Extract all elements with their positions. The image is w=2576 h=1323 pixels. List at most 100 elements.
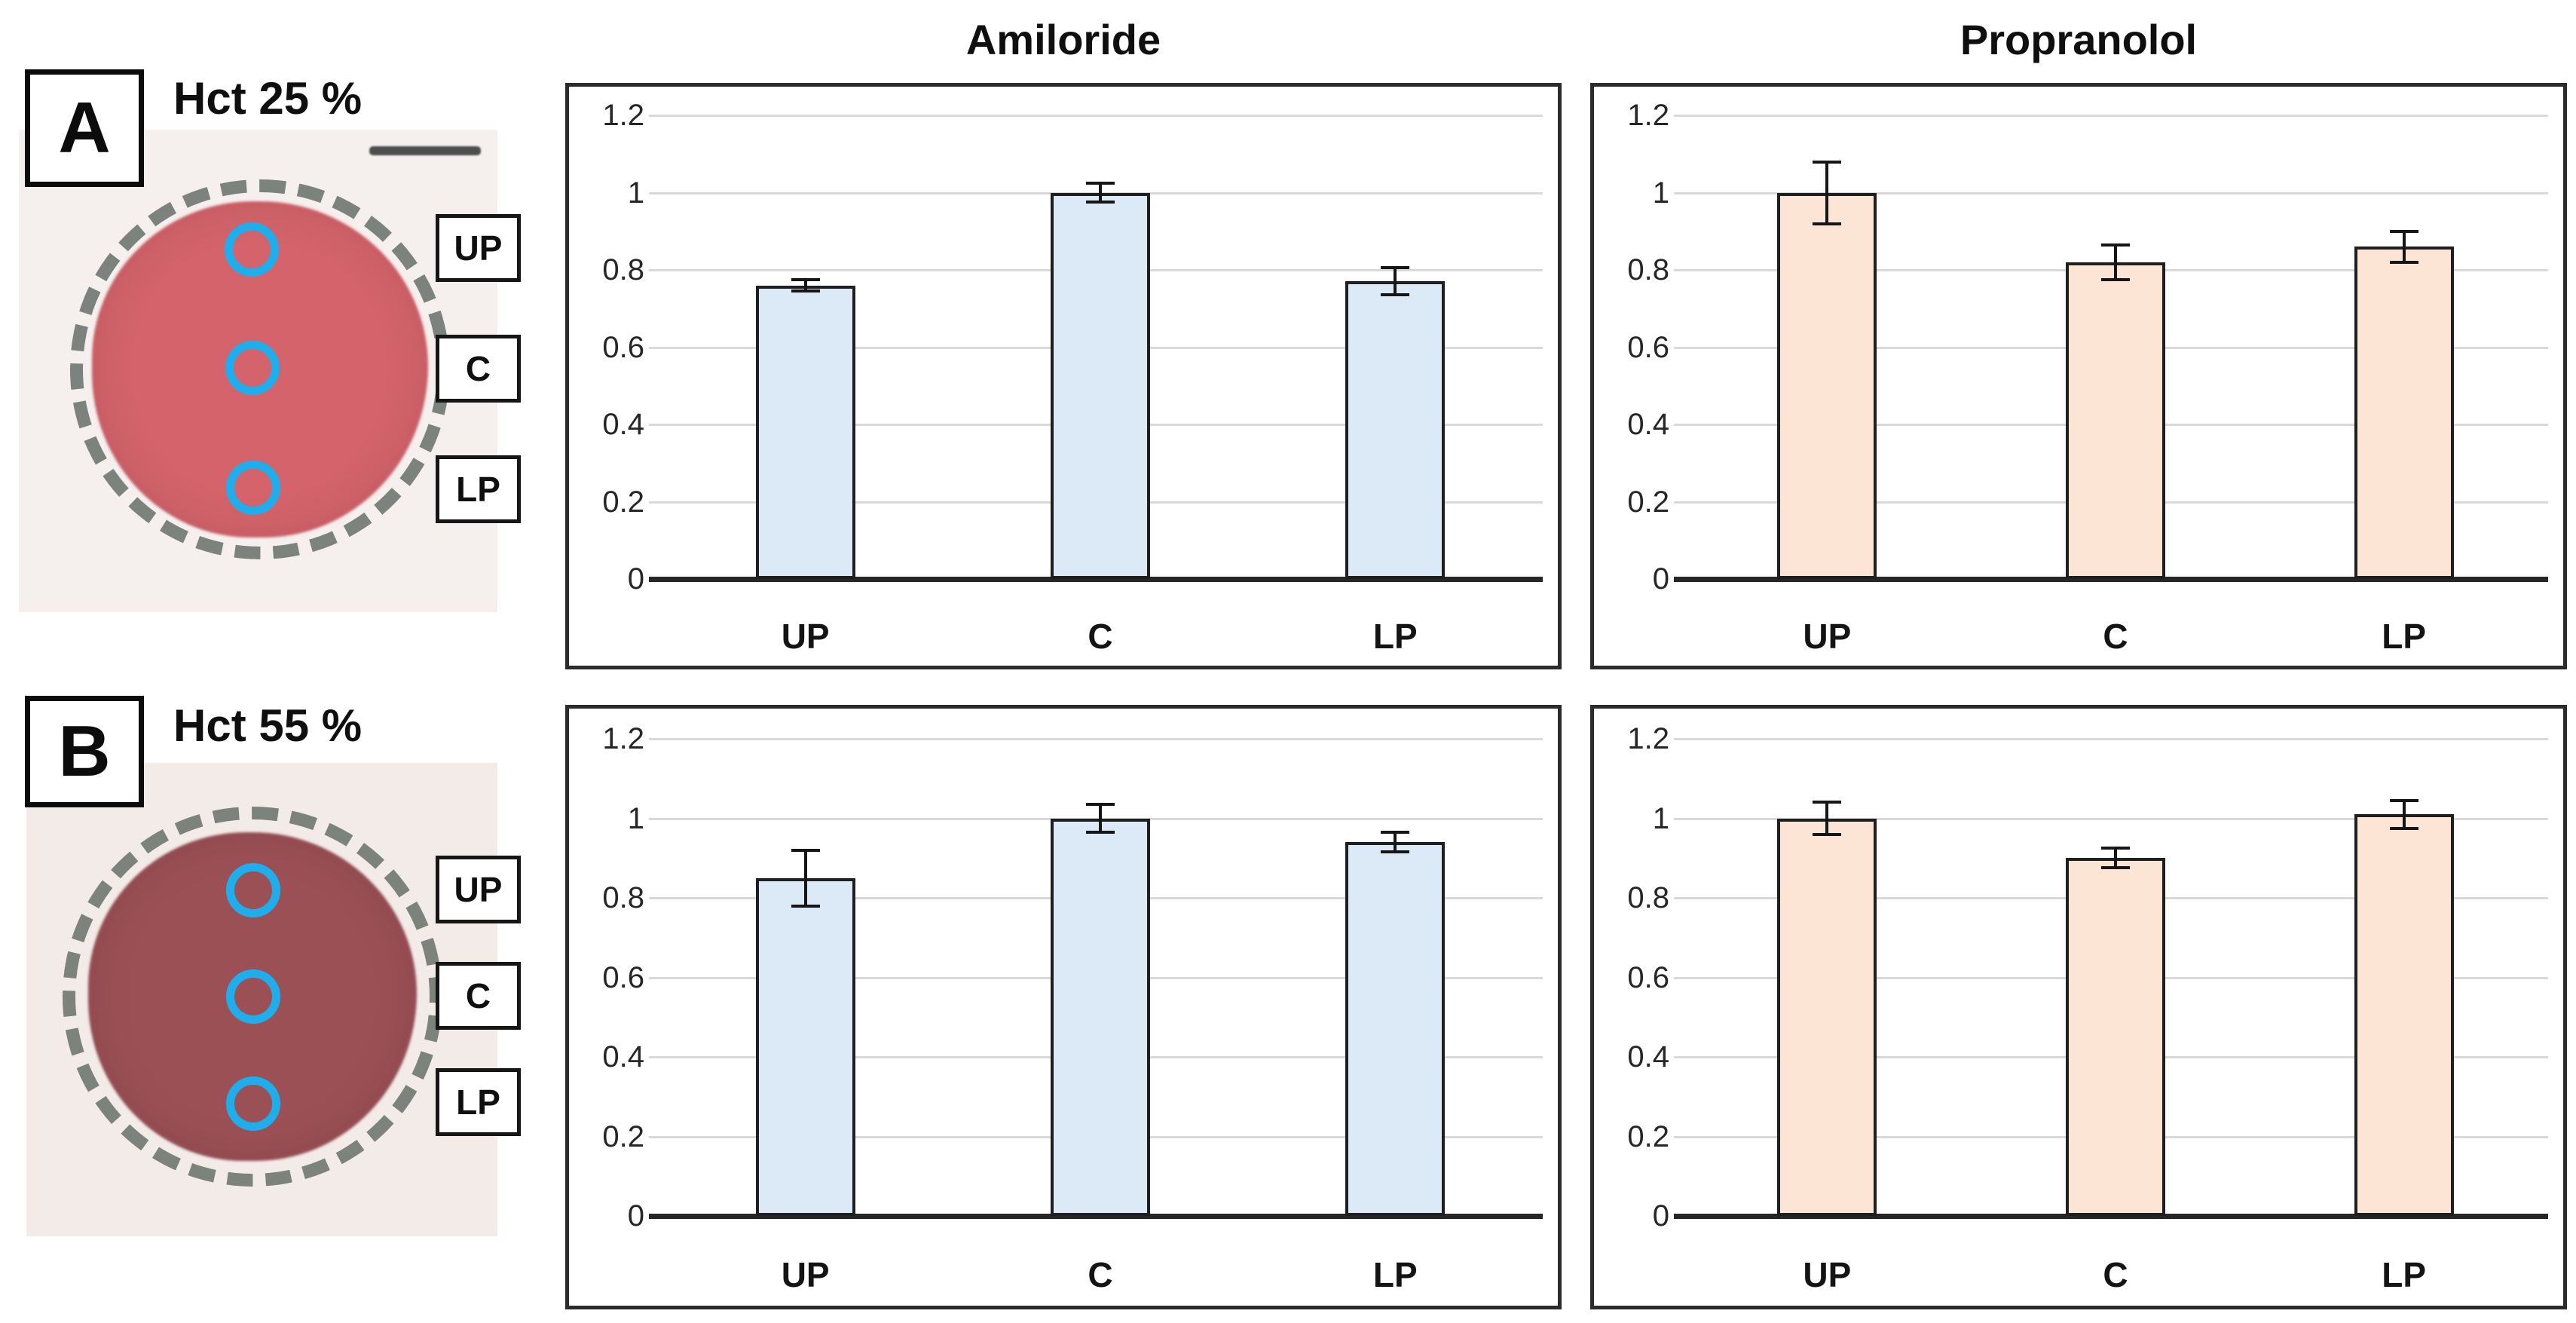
error-bar [2402,800,2406,828]
sample-label-box-c-b: C [436,962,521,1030]
error-bar-cap-top [791,848,820,852]
bar-lp [1345,281,1446,579]
gridline-1.2 [649,115,1543,117]
error-bar-cap-top [2101,847,2130,850]
y-tick-label: 0.6 [602,960,644,994]
error-bar-cap-top [2101,243,2130,247]
sample-label-box-up-a: UP [436,214,521,282]
category-label: C [2103,1255,2128,1294]
y-tick-label: 0.2 [1627,1119,1669,1153]
category-label: LP [1372,1255,1418,1294]
bar-lp [2354,247,2454,579]
category-label: UP [781,617,830,656]
error-bar [1394,831,1397,853]
bar-c [1051,818,1150,1216]
y-tick-label: 0.2 [602,485,644,519]
error-bar [1825,161,1829,224]
category-label: LP [2382,1255,2427,1294]
error-bar [803,279,807,292]
sample-marker-c-a [225,341,280,395]
y-tick-label: 0.4 [602,1040,644,1073]
error-bar [2114,244,2117,280]
bar-c [1051,192,1150,579]
error-bar-cap-top [791,277,820,281]
photo-artifact-bar [369,146,481,155]
error-bar-cap-top [2389,229,2418,233]
column-title-amiloride: Amiloride [965,16,1161,63]
error-bar-cap-top [1086,181,1115,185]
error-bar-cap-bottom [1381,850,1410,854]
error-bar-cap-bottom [1813,222,1842,225]
sample-label-box-c-a: C [436,335,521,403]
gridline-1.2 [1674,738,2548,740]
sample-marker-lp-b [226,1076,280,1131]
error-bar-cap-bottom [791,904,820,908]
gridline-1 [1674,817,2548,820]
gridline-1.2 [1674,115,2548,117]
category-label: LP [2382,617,2427,656]
sample-label-box-lp-a: LP [436,455,521,523]
y-tick-label: 0 [1652,1199,1669,1233]
y-tick-label: 0.6 [1627,330,1669,364]
y-tick-label: 0.8 [602,253,644,286]
hct-label-b: Hct 55 % [173,700,363,751]
y-tick-label: 0.8 [602,881,644,914]
bar-up [1777,192,1877,579]
error-bar-cap-top [1813,160,1842,164]
y-tick-label: 0.4 [602,408,644,441]
category-label: LP [1372,617,1418,656]
y-tick-label: 1 [1652,176,1669,210]
error-bar-cap-bottom [2389,826,2418,830]
category-label: UP [1803,617,1852,656]
y-tick-label: 1.2 [602,722,644,755]
panel-label-a: A [25,69,144,187]
error-bar-cap-top [1086,803,1115,807]
x-axis-line [649,577,1543,582]
bar-lp [1345,842,1446,1216]
chart-amiloride-hct25: 0 0.2 0.4 0.6 0.8 1 1.2 UP C LP [565,83,1562,669]
bar-up [755,877,855,1216]
error-bar [2114,848,2117,868]
y-tick-label: 0.6 [1627,960,1669,994]
sample-marker-up-b [226,863,280,917]
category-label: UP [1803,1255,1852,1294]
y-tick-label: 1 [627,801,644,835]
y-tick-label: 0 [1652,562,1669,596]
y-tick-label: 0 [627,1199,644,1233]
error-bar-cap-top [1381,830,1410,834]
error-bar-cap-top [1813,801,1842,804]
error-bar [1394,268,1397,296]
y-tick-label: 0.8 [1627,253,1669,286]
bar-c [2066,262,2165,579]
sample-marker-lp-a [226,461,280,515]
y-tick-label: 1.2 [1627,99,1669,132]
error-bar-cap-bottom [2101,277,2130,281]
x-axis-line [1674,1214,2548,1219]
y-tick-label: 1 [1652,801,1669,835]
y-tick-label: 1.2 [1627,722,1669,755]
y-tick-label: 0.2 [1627,485,1669,519]
error-bar [1825,802,1829,835]
error-bar-cap-bottom [791,289,820,293]
column-title-propranolol: Propranolol [1960,16,2198,63]
error-bar-cap-bottom [1086,830,1115,834]
y-tick-label: 0 [627,562,644,596]
chart-amiloride-hct55: 0 0.2 0.4 0.6 0.8 1 1.2 UP C LP [565,705,1562,1309]
y-tick-label: 0.8 [1627,881,1669,914]
gridline-1 [1674,191,2548,194]
error-bar [1099,804,1102,832]
y-tick-label: 0.2 [602,1119,644,1153]
x-axis-line [649,1214,1543,1219]
hct-label-a: Hct 25 % [173,73,363,124]
y-tick-label: 0.4 [1627,408,1669,441]
category-label: UP [781,1255,830,1294]
x-axis-line [1674,577,2548,582]
sample-marker-c-b [226,969,280,1024]
chart-propranolol-hct55: 0 0.2 0.4 0.6 0.8 1 1.2 UP C LP [1590,705,2567,1309]
category-label: C [1088,1255,1113,1294]
sample-label-box-lp-b: LP [436,1068,521,1136]
y-tick-label: 0.6 [602,330,644,364]
y-tick-label: 1 [627,176,644,210]
error-bar-cap-bottom [1086,201,1115,204]
chart-propranolol-hct25: 0 0.2 0.4 0.6 0.8 1 1.2 UP C LP [1590,83,2567,669]
